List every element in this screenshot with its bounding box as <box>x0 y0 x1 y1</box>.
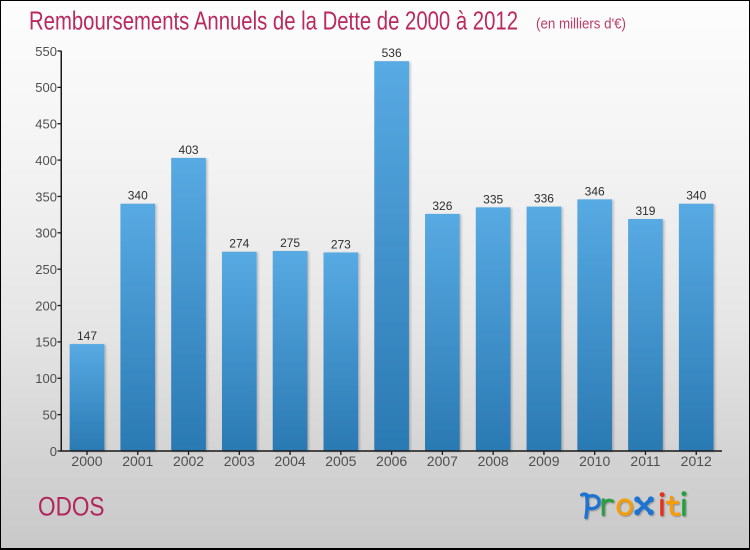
svg-text:100: 100 <box>35 371 57 386</box>
svg-text:403: 403 <box>179 143 199 157</box>
svg-text:2010: 2010 <box>579 453 610 469</box>
svg-text:0: 0 <box>50 444 57 459</box>
svg-text:273: 273 <box>331 237 351 251</box>
svg-text:400: 400 <box>35 153 57 168</box>
svg-text:2012: 2012 <box>681 453 712 469</box>
svg-text:450: 450 <box>35 117 57 132</box>
svg-text:336: 336 <box>534 192 554 206</box>
svg-text:Remboursements Annuels de la D: Remboursements Annuels de la Dette de 20… <box>29 8 518 36</box>
svg-text:2000: 2000 <box>71 453 102 469</box>
svg-text:50: 50 <box>43 407 57 422</box>
svg-text:350: 350 <box>35 189 57 204</box>
svg-text:2006: 2006 <box>376 453 407 469</box>
svg-text:300: 300 <box>35 226 57 241</box>
svg-text:340: 340 <box>686 189 706 203</box>
svg-text:(en milliers d'€): (en milliers d'€) <box>536 16 626 33</box>
svg-text:536: 536 <box>382 46 402 60</box>
svg-text:346: 346 <box>585 184 605 198</box>
svg-text:2008: 2008 <box>478 453 509 469</box>
svg-text:200: 200 <box>35 298 57 313</box>
svg-text:2009: 2009 <box>528 453 559 469</box>
svg-text:500: 500 <box>35 80 57 95</box>
svg-text:326: 326 <box>432 199 452 213</box>
svg-text:335: 335 <box>483 192 503 206</box>
svg-text:274: 274 <box>229 237 249 251</box>
svg-text:2004: 2004 <box>275 453 306 469</box>
svg-text:250: 250 <box>35 262 57 277</box>
svg-text:2011: 2011 <box>630 453 660 469</box>
svg-text:147: 147 <box>77 329 97 343</box>
svg-text:ODOS: ODOS <box>38 492 105 522</box>
svg-text:2001: 2001 <box>122 453 153 469</box>
svg-text:550: 550 <box>35 44 57 59</box>
svg-text:340: 340 <box>128 189 148 203</box>
svg-text:150: 150 <box>35 335 57 350</box>
svg-text:2003: 2003 <box>224 453 255 469</box>
svg-text:2002: 2002 <box>173 453 204 469</box>
svg-text:2007: 2007 <box>427 453 458 469</box>
svg-text:275: 275 <box>280 236 300 250</box>
svg-text:2005: 2005 <box>325 453 356 469</box>
svg-text:319: 319 <box>635 204 655 218</box>
